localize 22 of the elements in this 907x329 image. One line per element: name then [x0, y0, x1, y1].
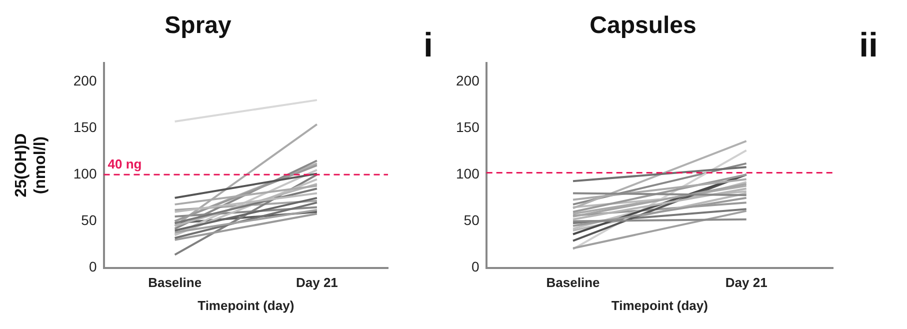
chart-title: Spray [164, 12, 232, 40]
y-tick-label: 100 [456, 165, 480, 182]
x-tick-label: Baseline [148, 275, 202, 290]
x-axis-title: Timepoint (day) [611, 298, 708, 313]
y-tick-label: 200 [456, 72, 480, 88]
ref-line-label: 40 ng [108, 156, 142, 172]
x-tick-label: Day 21 [725, 275, 768, 290]
y-tick-label: 150 [73, 118, 97, 135]
x-tick-label: Day 21 [296, 275, 338, 290]
y-tick-label: 50 [81, 212, 97, 228]
y-tick-label: 0 [472, 258, 480, 275]
text: i [424, 26, 433, 64]
text: ii [859, 26, 878, 64]
y-tick-label: 100 [73, 165, 97, 182]
y-tick-label: 50 [464, 212, 480, 228]
y-axis-title: 25(OH)D (nmol/l) [13, 133, 50, 198]
x-axis-title: Timepoint (day) [198, 298, 294, 313]
x-tick-label: Baseline [546, 275, 600, 290]
y-tick-label: 200 [73, 72, 97, 88]
y-tick-label: 150 [456, 118, 480, 135]
chart-title: Capsules [590, 12, 696, 40]
y-tick-label: 0 [88, 258, 97, 275]
